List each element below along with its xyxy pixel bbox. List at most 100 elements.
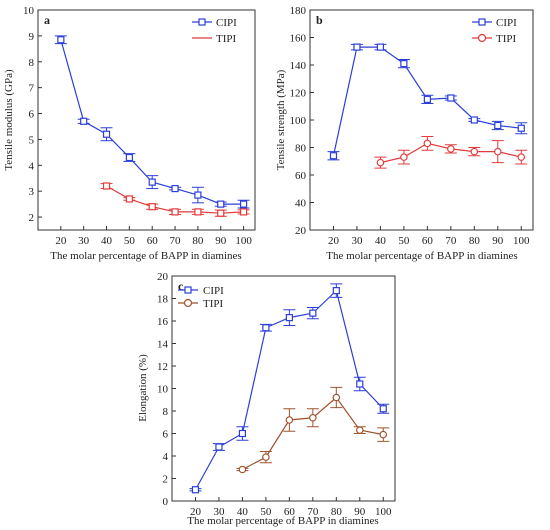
data-point-cipi: [102, 130, 111, 138]
x-tick-label: 70: [170, 235, 182, 247]
data-point-tipi: [217, 209, 225, 217]
data-point-tipi: [470, 147, 479, 156]
data-point-tipi: [400, 153, 408, 161]
data-point-tipi: [332, 393, 341, 402]
x-tick-label: 70: [307, 506, 319, 518]
panel-a-xlabel: The molar percentage of BAPP in diamines: [50, 250, 241, 262]
legend-label-cipi: CIPI: [203, 285, 224, 297]
data-point-tipi: [262, 453, 270, 461]
x-tick-label: 80: [469, 235, 481, 247]
panel-a-frame: [37, 9, 256, 231]
data-point-cipi: [494, 121, 502, 130]
x-tick-label: 20: [328, 235, 340, 247]
panel-c-plot: 20 30 40 50 60 70 80 90 100 0 2 4 6 8 10 12 14 16 18 20: [157, 271, 392, 518]
data-point-cipi: [376, 43, 385, 51]
data-point-cipi: [517, 124, 525, 132]
panel-c-legend: CIPI TIPI: [178, 285, 224, 310]
data-point-cipi: [239, 200, 248, 208]
data-point-tipi: [517, 153, 526, 161]
y-tick-label: 7: [29, 83, 35, 95]
y-tick-label: 8: [163, 406, 169, 418]
data-point-cipi: [57, 36, 65, 44]
data-point-cipi: [194, 191, 202, 199]
y-tick-label: 12: [157, 361, 168, 373]
panel-b: b Tensile strength (MPa) The molar perce…: [275, 5, 534, 262]
x-tick-label: 60: [284, 506, 296, 518]
data-point-cipi: [309, 309, 317, 317]
x-tick-label: 100: [513, 235, 530, 247]
y-tick-label: 10: [23, 5, 35, 17]
x-tick-label: 90: [354, 506, 366, 518]
x-tick-label: 100: [235, 235, 252, 247]
panel-a-legend: CIPI TIPI: [192, 17, 237, 45]
data-point-cipi: [285, 314, 293, 322]
x-tick-label: 80: [192, 235, 204, 247]
panel-a-ylabel: Tensile modulus (GPa): [3, 69, 15, 171]
data-point-tipi: [194, 208, 202, 216]
data-point-cipi: [262, 324, 270, 332]
legend-marker-tipi: [477, 33, 487, 43]
data-point-cipi: [353, 43, 361, 51]
legend-marker-cipi: [184, 286, 192, 294]
legend-marker-cipi: [478, 18, 486, 26]
y-tick-label: 20: [157, 271, 169, 283]
data-point-cipi: [238, 429, 247, 438]
legend-label-tipi: TIPI: [496, 33, 517, 45]
data-point-tipi: [171, 208, 179, 216]
data-point-cipi: [191, 486, 200, 494]
y-tick-label: 9: [29, 31, 35, 43]
x-tick-label: 40: [375, 235, 387, 247]
x-tick-label: 90: [215, 235, 227, 247]
y-tick-label: 100: [290, 115, 307, 127]
x-tick-label: 30: [213, 506, 225, 518]
y-tick-label: 5: [29, 134, 35, 146]
x-tick-label: 60: [147, 235, 159, 247]
panel-b-legend: CIPI TIPI: [472, 17, 517, 45]
legend-marker-tipi: [183, 298, 193, 308]
y-tick-label: 40: [295, 198, 307, 210]
data-point-cipi: [470, 116, 478, 124]
panel-c-xlabel: The molar percentage of BAPP in diamines: [187, 515, 378, 527]
y-tick-label: 18: [157, 294, 169, 306]
data-point-tipi: [379, 430, 388, 439]
data-point-tipi: [125, 195, 133, 203]
y-tick-label: 120: [290, 88, 307, 100]
x-tick-label: 60: [422, 235, 434, 247]
y-tick-label: 0: [163, 496, 169, 508]
y-tick-label: 14: [157, 339, 169, 351]
x-tick-label: 40: [237, 506, 249, 518]
x-tick-label: 100: [375, 506, 392, 518]
data-point-tipi: [285, 416, 294, 424]
data-point-cipi: [148, 178, 156, 186]
data-point-cipi: [80, 117, 88, 125]
y-tick-label: 6: [29, 109, 35, 121]
y-tick-label: 4: [29, 160, 35, 172]
x-tick-label: 40: [101, 235, 113, 247]
y-tick-label: 4: [163, 451, 169, 463]
legend-label-cipi: CIPI: [216, 17, 237, 29]
data-point-tipi: [447, 145, 455, 153]
panel-a-label: a: [44, 13, 50, 27]
x-tick-label: 20: [55, 235, 67, 247]
y-tick-label: 2: [163, 474, 169, 486]
x-tick-label: 50: [124, 235, 136, 247]
panel-a: a Tensile modulus (GPa) The molar percen…: [3, 5, 256, 262]
data-point-cipi: [171, 184, 179, 193]
x-tick-label: 50: [398, 235, 410, 247]
data-point-cipi: [379, 405, 387, 413]
y-tick-label: 80: [295, 143, 307, 155]
panel-c-label: c: [178, 279, 184, 293]
y-tick-label: 3: [29, 186, 35, 198]
y-tick-label: 60: [295, 170, 307, 182]
data-point-tipi: [493, 147, 502, 156]
panel-b-plot: 20 30 40 50 60 70 80 90 100 20 40 60 80 100 120 140 160 1…: [290, 5, 531, 247]
data-point-tipi: [102, 182, 111, 190]
data-point-cipi: [332, 287, 340, 295]
x-tick-label: 90: [492, 235, 504, 247]
y-tick-label: 16: [157, 316, 169, 328]
y-tick-label: 2: [29, 212, 35, 224]
y-tick-label: 20: [295, 225, 307, 237]
y-tick-label: 140: [290, 60, 307, 72]
legend-label-tipi: TIPI: [203, 298, 224, 310]
